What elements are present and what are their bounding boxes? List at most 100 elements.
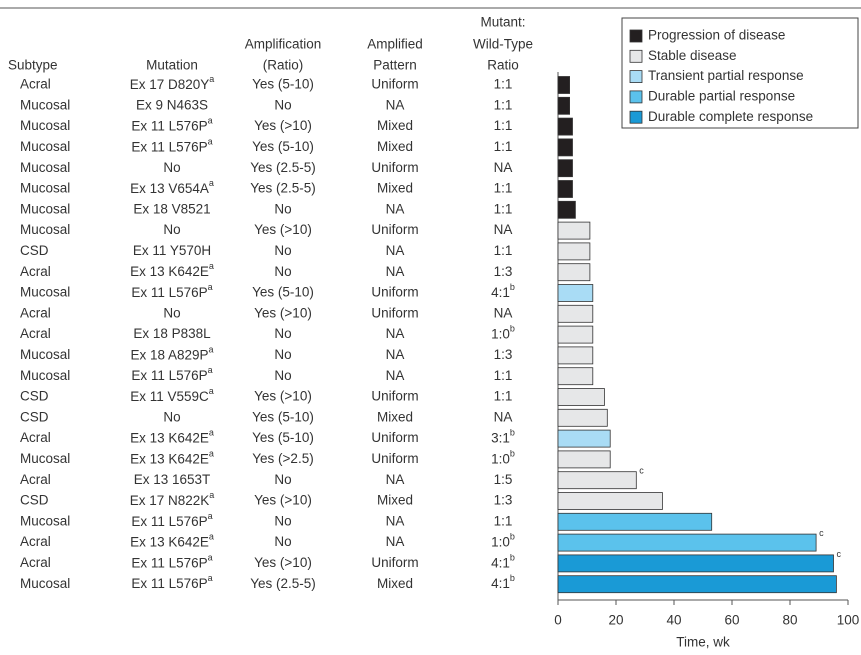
cell-text: 3:1	[491, 430, 510, 445]
table-cell: Yes (5-10)	[252, 77, 314, 92]
x-tick-label: 80	[782, 613, 797, 628]
table-cell: 1:1	[494, 201, 513, 216]
table-cell: Ex 11 L576Pa	[131, 366, 212, 383]
table-cell: NA	[494, 409, 513, 424]
table-cell: 4:1b	[491, 553, 515, 570]
table-cell: 1:1	[494, 243, 513, 258]
legend-label: Stable disease	[648, 48, 737, 63]
table-cell: NA	[386, 513, 405, 528]
table-cell: 4:1b	[491, 574, 515, 591]
superscript: b	[510, 324, 515, 334]
table-cell: NA	[494, 305, 513, 320]
table-cell: Mixed	[377, 139, 413, 154]
cell-text: Ex 11 L576P	[131, 285, 207, 300]
column-header: Amplification	[245, 37, 322, 52]
bar	[557, 180, 573, 198]
table-cell: Mucosal	[20, 139, 70, 154]
table-cell: 1:1	[494, 118, 513, 133]
superscript: b	[510, 574, 515, 584]
table-cell: Mixed	[377, 118, 413, 133]
superscript: a	[209, 178, 214, 188]
cell-text: Ex 11 L576P	[131, 118, 207, 133]
table-cell: No	[274, 513, 291, 528]
table-cell: 1:3	[494, 264, 513, 279]
table-cell: Mucosal	[20, 368, 70, 383]
table-cell: Ex 18 V8521	[133, 201, 210, 216]
table-cell: NA	[386, 368, 405, 383]
cell-text: Ex 13 K642E	[130, 264, 209, 279]
table-cell: Yes (>10)	[254, 555, 312, 570]
table-cell: No	[163, 222, 180, 237]
table-cell: Mucosal	[20, 160, 70, 175]
superscript: a	[209, 490, 214, 500]
table-cell: 1:3	[494, 493, 513, 508]
superscript: b	[510, 428, 515, 438]
bar	[557, 242, 591, 261]
legend-swatch	[629, 29, 643, 43]
table-cell: CSD	[20, 389, 49, 404]
table-cell: Mucosal	[20, 201, 70, 216]
table-cell: Ex 17 D820Ya	[130, 74, 215, 91]
table-cell: Mixed	[377, 576, 413, 591]
table-cell: Mucosal	[20, 222, 70, 237]
table-cell: CSD	[20, 493, 49, 508]
table-cell: Yes (>10)	[254, 222, 312, 237]
superscript: a	[209, 428, 214, 438]
table-cell: Ex 13 K642Ea	[130, 449, 214, 466]
table-cell: 1:1	[494, 139, 513, 154]
bar	[557, 367, 594, 386]
cell-text: 1:0	[491, 326, 510, 341]
legend-label: Durable partial response	[648, 88, 795, 103]
bar	[557, 284, 594, 302]
table-cell: No	[274, 201, 291, 216]
bar	[557, 512, 713, 531]
x-tick-label: 40	[666, 613, 681, 628]
cell-text: Ex 17 D820Y	[130, 77, 210, 92]
legend-swatch	[629, 49, 643, 63]
superscript: a	[209, 449, 214, 459]
cell-text: Ex 11 L576P	[131, 139, 207, 154]
table-cell: Mucosal	[20, 181, 70, 196]
table-cell: Yes (>10)	[254, 305, 312, 320]
table-cell: Ex 18 P838L	[133, 326, 211, 341]
cell-text: Ex 13 K642E	[130, 451, 209, 466]
table-cell: Yes (2.5-5)	[250, 160, 316, 175]
table-cell: Ex 11 L576Pa	[131, 511, 212, 528]
table-cell: NA	[386, 326, 405, 341]
legend-label: Transient partial response	[648, 68, 804, 83]
cell-text: Ex 18 A829P	[130, 347, 208, 362]
table-cell: Mucosal	[20, 347, 70, 362]
table-cell: Ex 13 K642Ea	[130, 532, 214, 549]
table-cell: Ex 11 L576Pa	[131, 574, 212, 591]
superscript: a	[209, 74, 214, 84]
bar	[557, 533, 817, 552]
table-cell: Acral	[20, 326, 51, 341]
cell-text: 4:1	[491, 285, 510, 300]
table-cell: Ex 18 A829Pa	[130, 345, 213, 362]
cell-text: Ex 13 V654A	[130, 181, 209, 196]
table-cell: Acral	[20, 305, 51, 320]
superscript: b	[510, 532, 515, 542]
bar	[557, 388, 605, 406]
table-cell: Mixed	[377, 493, 413, 508]
table-cell: 1:1	[494, 389, 513, 404]
bar	[557, 200, 576, 219]
legend-label: Durable complete response	[648, 109, 813, 124]
table-cell: Yes (2.5-5)	[250, 576, 316, 591]
bar-note: c	[639, 466, 644, 476]
column-header: Mutant:	[480, 15, 525, 30]
table-cell: Ex 11 L576Pa	[131, 116, 212, 133]
cell-text: Ex 11 L576P	[131, 368, 207, 383]
table-cell: CSD	[20, 243, 49, 258]
x-tick-label: 100	[837, 613, 860, 628]
table-cell: Yes (>2.5)	[252, 451, 313, 466]
table-cell: NA	[386, 201, 405, 216]
legend-swatch	[629, 70, 643, 83]
bar	[557, 159, 573, 178]
table-cell: No	[163, 409, 180, 424]
cell-text: Ex 13 K642E	[130, 534, 209, 549]
bar	[557, 117, 573, 136]
table-cell: Yes (>10)	[254, 493, 312, 508]
column-header: Ratio	[487, 58, 519, 73]
column-header: (Ratio)	[263, 58, 304, 73]
